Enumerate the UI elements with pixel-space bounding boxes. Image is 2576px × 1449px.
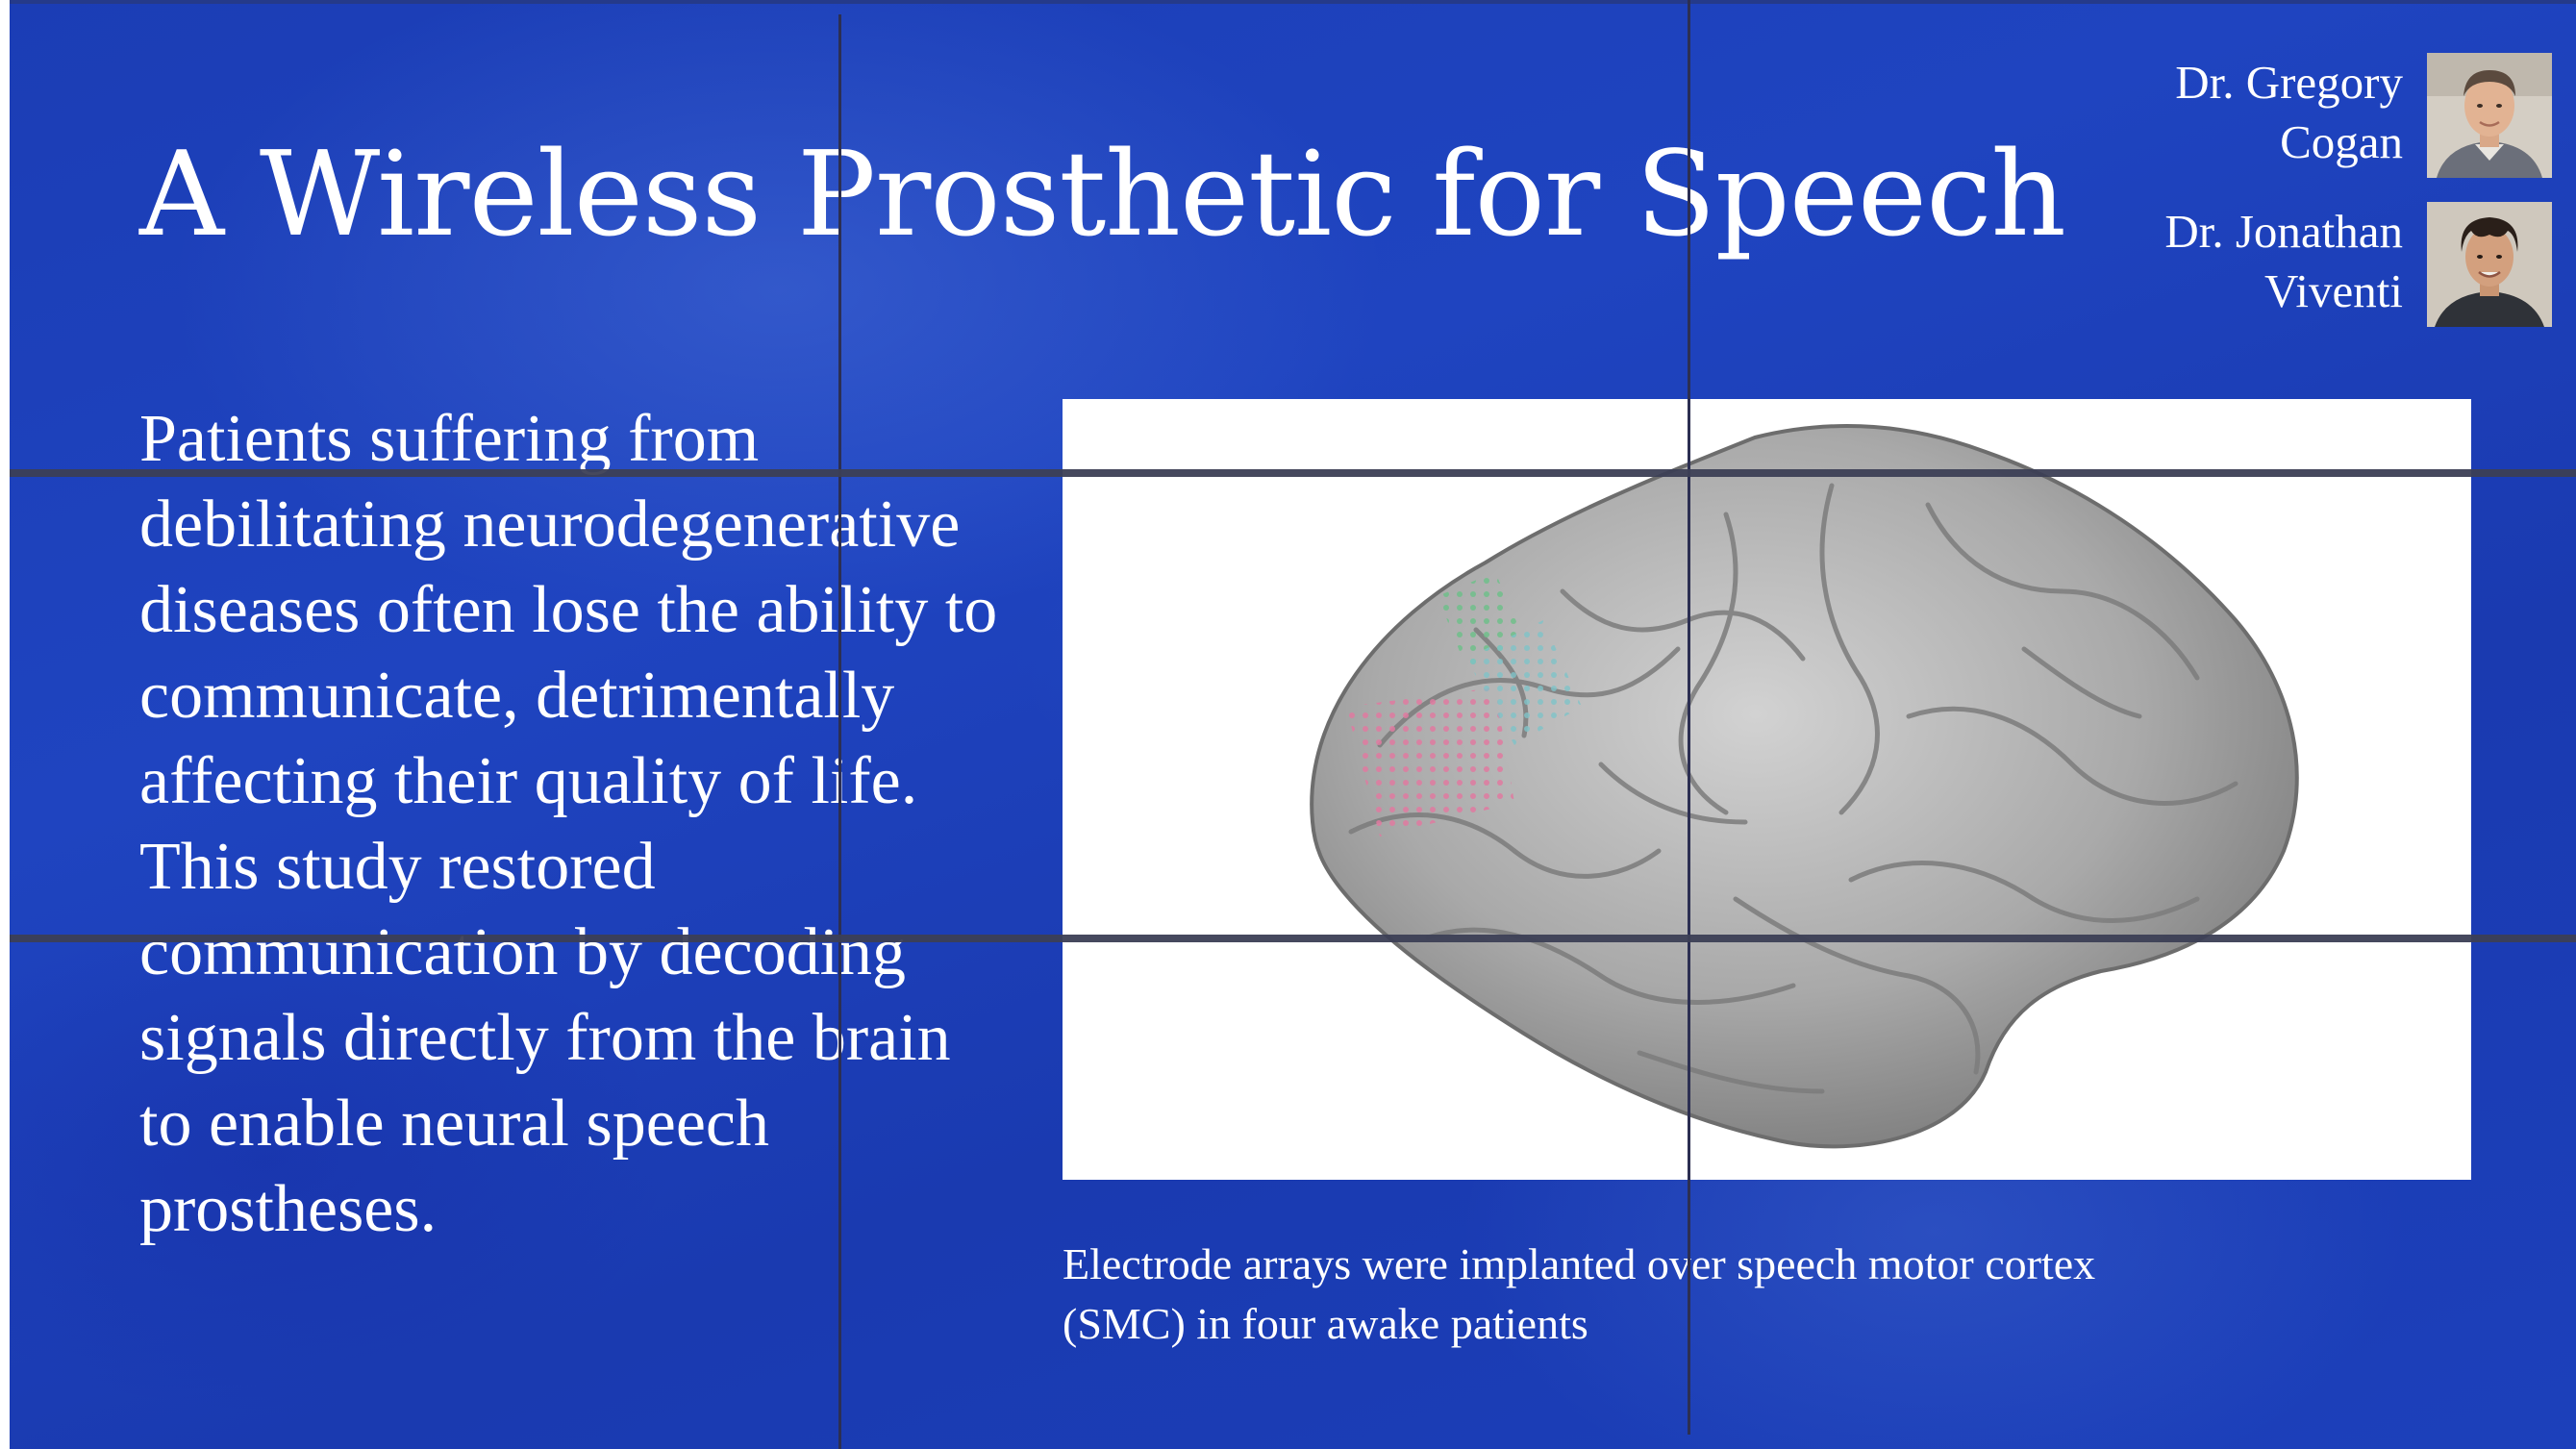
slide-body-text: Patients suffering from debilitating neu… <box>139 396 1014 1252</box>
slide-top-border <box>10 0 2576 4</box>
presentation-slide: A Wireless Prosthetic for Speech Patient… <box>10 0 2576 1449</box>
author-gregory-cogan: Dr. Gregory Cogan <box>1975 53 2552 183</box>
author-name: Dr. Gregory Cogan <box>2175 53 2403 172</box>
caption-line: Electrode arrays were implanted over spe… <box>1063 1239 2096 1288</box>
author-name-line: Cogan <box>2280 115 2403 168</box>
body-line: prostheses. <box>139 1172 438 1246</box>
vertical-guide-line[interactable] <box>1688 0 1690 1435</box>
vertical-guide-line[interactable] <box>838 14 841 1449</box>
portrait-photo-icon <box>2427 202 2552 327</box>
body-line: Patients suffering from <box>139 402 760 476</box>
body-line: debilitating neurodegenerative <box>139 487 961 562</box>
author-name: Dr. Jonathan Viventi <box>2164 202 2403 321</box>
body-line: communication by decoding <box>139 915 907 989</box>
body-line: to enable neural speech <box>139 1087 769 1161</box>
caption-line: (SMC) in four awake patients <box>1063 1299 1588 1348</box>
author-name-line: Dr. Jonathan <box>2164 205 2403 258</box>
body-line: affecting their quality of life. <box>139 744 918 818</box>
body-line: diseases often lose the ability to <box>139 573 998 647</box>
author-name-line: Viventi <box>2263 264 2403 317</box>
body-line: This study restored <box>139 830 656 904</box>
figure-panel <box>1063 399 2471 1180</box>
brain-electrode-illustration-icon <box>1310 424 2299 1149</box>
body-line: signals directly from the brain <box>139 1001 951 1075</box>
figure-caption: Electrode arrays were implanted over spe… <box>1063 1235 2216 1354</box>
horizontal-guide-line[interactable] <box>10 469 2576 477</box>
author-jonathan-viventi: Dr. Jonathan Viventi <box>1975 202 2552 332</box>
portrait-photo-icon <box>2427 53 2552 178</box>
body-line: communicate, detrimentally <box>139 659 895 733</box>
slide-title: A Wireless Prosthetic for Speech <box>139 126 2066 262</box>
horizontal-guide-line[interactable] <box>10 935 2576 942</box>
author-name-line: Dr. Gregory <box>2175 56 2403 109</box>
